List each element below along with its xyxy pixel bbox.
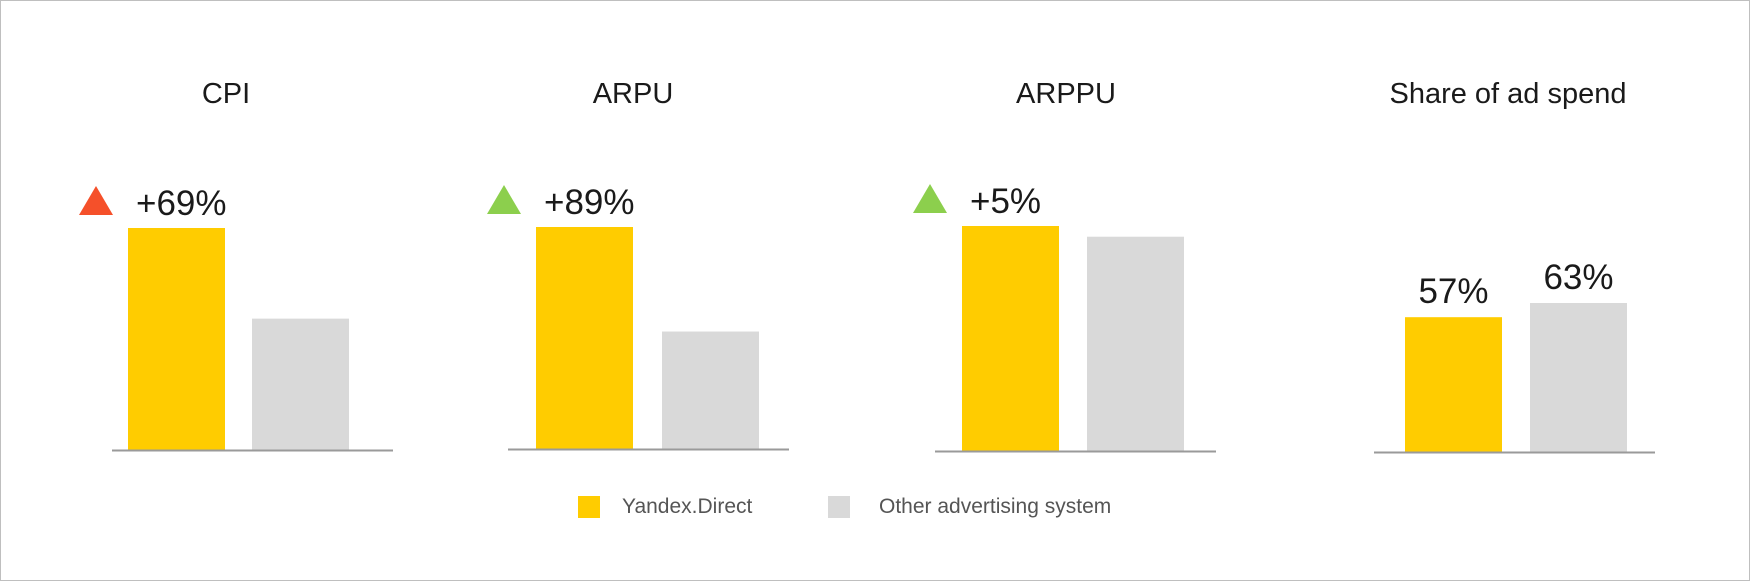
change-up-arrow-icon-cpi: [79, 186, 113, 215]
chart-title-arppu: ARPPU: [1016, 78, 1116, 110]
bar-share-of-ad-spend-other-advertising-system: [1530, 303, 1627, 452]
bar-cpi-yandex-direct: [128, 228, 225, 450]
legend: Yandex.Direct Other advertising system: [0, 494, 1752, 524]
data-label-share-of-ad-spend-yandex-direct: 57%: [1418, 272, 1488, 311]
change-label-arppu: +5%: [970, 182, 1041, 221]
chart-title-cpi: CPI: [202, 78, 250, 110]
change-up-arrow-icon-arpu: [487, 185, 521, 214]
legend-label-other-advertising-system: Other advertising system: [879, 495, 1112, 518]
bar-arpu-other-advertising-system: [662, 331, 759, 449]
change-label-arpu: +89%: [544, 183, 635, 222]
bar-arpu-yandex-direct: [536, 227, 633, 449]
bar-arppu-yandex-direct: [962, 226, 1059, 451]
change-label-cpi: +69%: [136, 184, 227, 223]
bar-arppu-other-advertising-system: [1087, 236, 1184, 451]
chart-title-arpu: ARPU: [593, 78, 674, 110]
legend-label-yandex-direct: Yandex.Direct: [622, 495, 753, 518]
chart-title-share-of-ad-spend: Share of ad spend: [1389, 78, 1626, 110]
legend-swatch-other-advertising-system: [828, 496, 850, 518]
bar-share-of-ad-spend-yandex-direct: [1405, 317, 1502, 452]
bar-cpi-other-advertising-system: [252, 318, 349, 450]
data-label-share-of-ad-spend-other-advertising-system: 63%: [1543, 258, 1613, 297]
legend-swatch-yandex-direct: [578, 496, 600, 518]
change-up-arrow-icon-arppu: [913, 184, 947, 213]
